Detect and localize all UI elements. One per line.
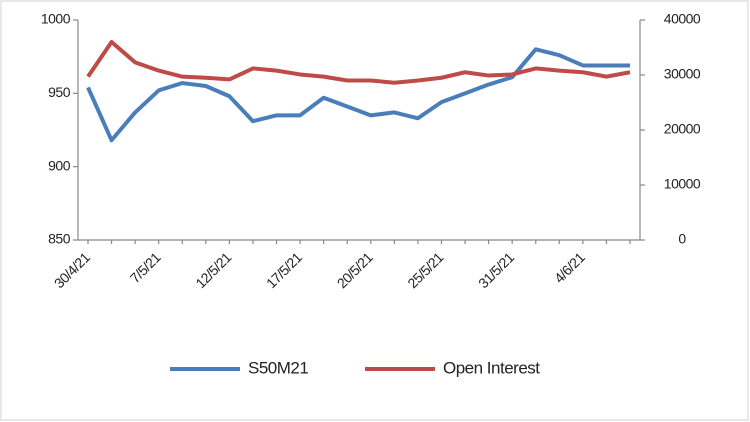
x-tick-label: 25/5/21 — [404, 249, 446, 291]
x-tick-label: 4/6/21 — [551, 249, 588, 286]
y-tick-label: 1000 — [41, 11, 71, 27]
y-tick-label: 950 — [48, 84, 71, 100]
y2-tick-label: 20000 — [664, 121, 701, 137]
y2-tick-label: 30000 — [664, 66, 701, 82]
y-tick-label: 900 — [48, 157, 71, 173]
x-tick-label: 20/5/21 — [334, 249, 376, 291]
y2-tick-label: 0 — [678, 231, 686, 247]
x-tick-label: 31/5/21 — [475, 249, 517, 291]
legend-label: S50M21 — [248, 358, 308, 377]
x-tick-label: 17/5/21 — [263, 249, 305, 291]
x-tick-label: 30/4/21 — [51, 249, 93, 291]
y-tick-label: 850 — [48, 231, 71, 247]
y2-tick-label: 40000 — [664, 11, 701, 27]
series-line — [86, 40, 631, 85]
series-line — [86, 47, 630, 143]
y2-tick-label: 10000 — [664, 176, 701, 192]
legend-label: Open Interest — [443, 358, 540, 377]
x-tick-label: 12/5/21 — [192, 249, 234, 291]
x-tick-label: 7/5/21 — [127, 249, 164, 286]
